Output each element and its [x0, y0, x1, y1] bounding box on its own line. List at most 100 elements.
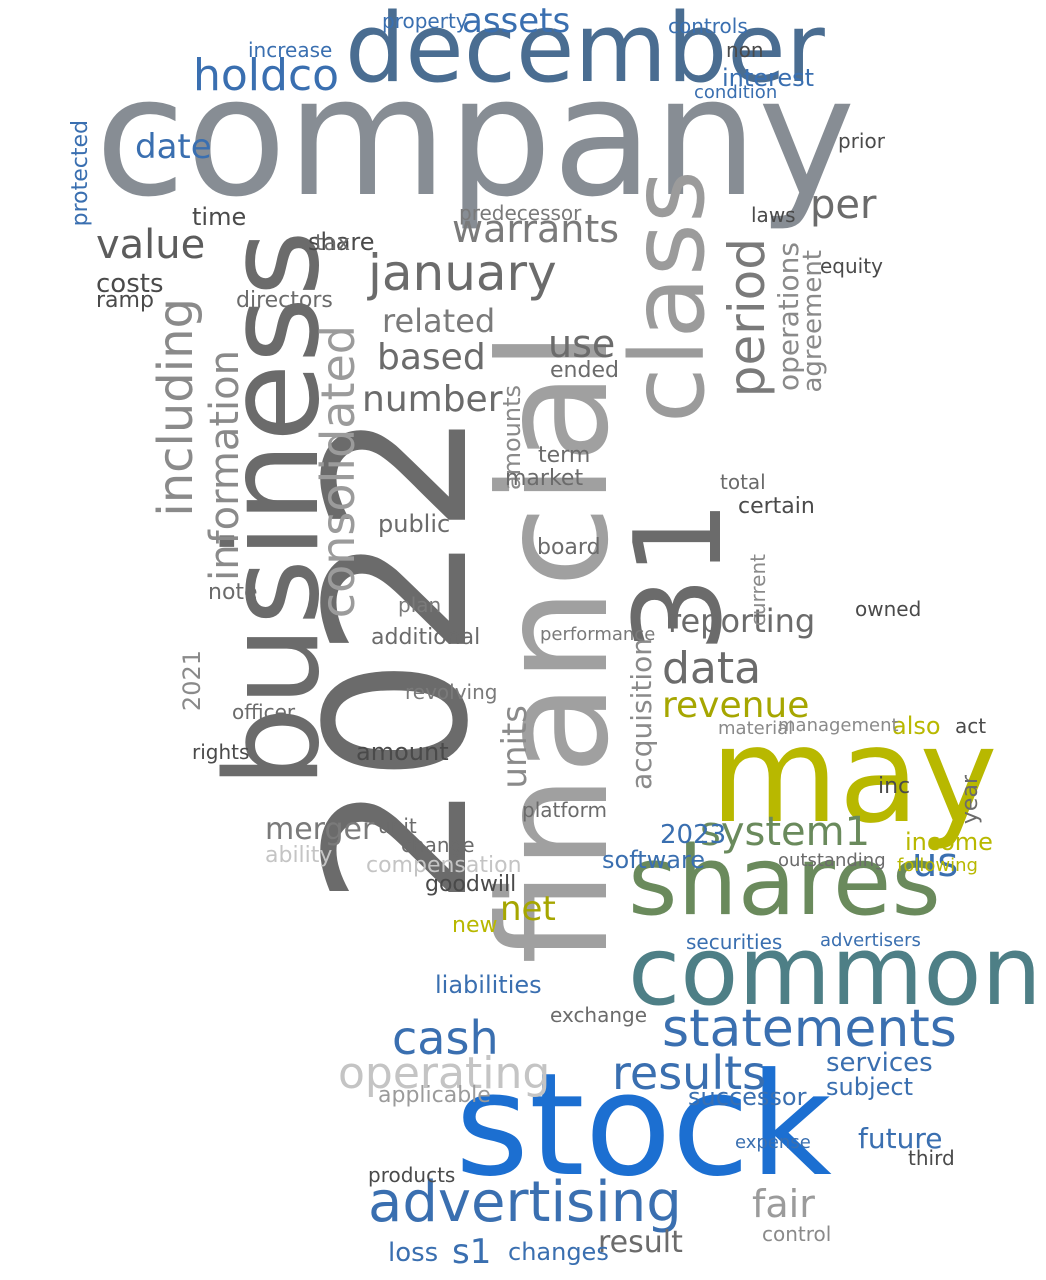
cloud-word-company: company	[95, 41, 856, 233]
cloud-word-interest: interest	[722, 64, 815, 92]
cloud-word-additional: additional	[371, 625, 481, 650]
cloud-word-outstanding: outstanding	[778, 850, 886, 871]
cloud-word-fair: fair	[752, 1182, 815, 1226]
cloud-word-including: including	[148, 298, 204, 517]
cloud-word-ramp: ramp	[96, 288, 154, 313]
cloud-word-costs: costs	[96, 269, 164, 299]
cloud-word-january: january	[368, 244, 557, 302]
cloud-word-total: total	[720, 470, 766, 494]
cloud-word-ended: ended	[550, 358, 619, 383]
cloud-word-board: board	[537, 535, 601, 560]
cloud-word-liabilities: liabilities	[435, 971, 542, 999]
cloud-word-income: income	[905, 828, 993, 856]
cloud-word-software: software	[602, 846, 706, 874]
cloud-word-assets: assets	[462, 1, 571, 41]
cloud-word-services: services	[826, 1048, 933, 1078]
cloud-word-condition: condition	[694, 82, 778, 103]
cloud-word-ability: ability	[265, 843, 333, 868]
cloud-word-new: new	[452, 913, 498, 938]
cloud-word-value: value	[96, 222, 206, 268]
cloud-word-period: period	[718, 238, 776, 398]
cloud-word-control: control	[762, 1222, 832, 1246]
cloud-word-inc: inc	[878, 774, 911, 799]
cloud-word-performance: performance	[540, 624, 656, 645]
cloud-word-owned: owned	[855, 597, 922, 621]
cloud-word-management: management	[778, 715, 899, 736]
cloud-word-applicable: applicable	[378, 1083, 491, 1108]
cloud-word-note: note	[208, 580, 258, 605]
cloud-word-market: market	[505, 466, 584, 491]
cloud-word-following: following	[897, 855, 978, 876]
cloud-word-units: units	[495, 705, 535, 789]
cloud-word-per: per	[810, 182, 877, 228]
cloud-word-shares: shares	[628, 827, 941, 937]
cloud-word-stock: stock	[455, 1043, 832, 1208]
cloud-word-officer: officer	[232, 700, 296, 724]
cloud-word-securities: securities	[686, 930, 783, 954]
cloud-word-protected: protected	[68, 120, 93, 227]
cloud-word-successor: successor	[688, 1083, 807, 1111]
cloud-word-date: date	[135, 127, 212, 167]
cloud-word-act: act	[955, 714, 987, 738]
cloud-word-prior: prior	[838, 129, 885, 153]
cloud-word-holdco: holdco	[193, 50, 340, 101]
cloud-word-third: third	[908, 1146, 955, 1170]
cloud-word-tax: tax	[315, 231, 351, 256]
cloud-word-advertising: advertising	[368, 1170, 682, 1235]
cloud-word-2021: 2021	[178, 650, 206, 712]
cloud-word-operating: operating	[338, 1048, 551, 1099]
cloud-word-share: share	[308, 228, 375, 256]
cloud-word-unit: unit	[378, 814, 417, 838]
cloud-word-change: change	[401, 833, 475, 857]
cloud-word-number: number	[362, 379, 503, 420]
cloud-word-certain: certain	[738, 494, 815, 519]
cloud-word-also: also	[892, 712, 941, 740]
cloud-word-current: current	[746, 554, 770, 627]
cloud-word-subject: subject	[826, 1073, 913, 1101]
cloud-word-amount: amount	[356, 738, 449, 766]
cloud-word-net: net	[500, 889, 556, 929]
cloud-word-information: information	[202, 350, 248, 581]
cloud-word-cash: cash	[392, 1011, 499, 1065]
cloud-word-goodwill: goodwill	[425, 872, 517, 897]
cloud-word-consolidated: consolidated	[311, 325, 365, 619]
cloud-word-non: non	[726, 38, 764, 62]
cloud-word-future: future	[858, 1122, 943, 1155]
cloud-word-result: result	[598, 1225, 683, 1260]
cloud-word-related: related	[382, 302, 496, 340]
cloud-word-equity: equity	[820, 254, 883, 278]
cloud-word-term: term	[538, 443, 591, 468]
cloud-word-year: year	[958, 775, 983, 825]
cloud-word-loss: loss	[388, 1238, 439, 1268]
cloud-word-laws: laws	[751, 203, 796, 227]
cloud-word-s1: s1	[452, 1232, 492, 1272]
cloud-word-class: class	[609, 170, 728, 424]
cloud-word-controls: controls	[668, 14, 748, 38]
cloud-word-system1: system1	[700, 809, 871, 855]
cloud-word-use: use	[548, 322, 616, 366]
cloud-word-results: results	[612, 1046, 767, 1100]
cloud-word-acquisition: acquisition	[625, 638, 658, 790]
cloud-word-based: based	[377, 337, 486, 378]
cloud-word-increase: increase	[248, 38, 333, 62]
cloud-word-exchange: exchange	[550, 1003, 648, 1027]
cloud-word-december: december	[345, 0, 825, 104]
cloud-word-plan: plan	[398, 593, 442, 617]
cloud-word-advertisers: advertisers	[820, 930, 921, 951]
cloud-word-expense: expense	[735, 1132, 811, 1153]
cloud-word-reporting: reporting	[668, 602, 816, 640]
cloud-word-changes: changes	[508, 1238, 609, 1266]
cloud-word-statements: statements	[662, 999, 957, 1059]
cloud-word-compensation: compensation	[366, 853, 522, 878]
cloud-word-2023: 2023	[660, 820, 727, 850]
cloud-word-directors: directors	[236, 288, 333, 313]
cloud-word-merger: merger	[265, 812, 375, 847]
cloud-word-data: data	[662, 643, 762, 694]
cloud-word-time: time	[192, 203, 247, 231]
cloud-word-products: products	[368, 1163, 456, 1187]
cloud-word-property: property	[382, 9, 468, 33]
cloud-word-may: may	[710, 699, 998, 853]
cloud-word-material: material	[718, 718, 794, 739]
cloud-word-revolving: revolving	[405, 680, 498, 704]
